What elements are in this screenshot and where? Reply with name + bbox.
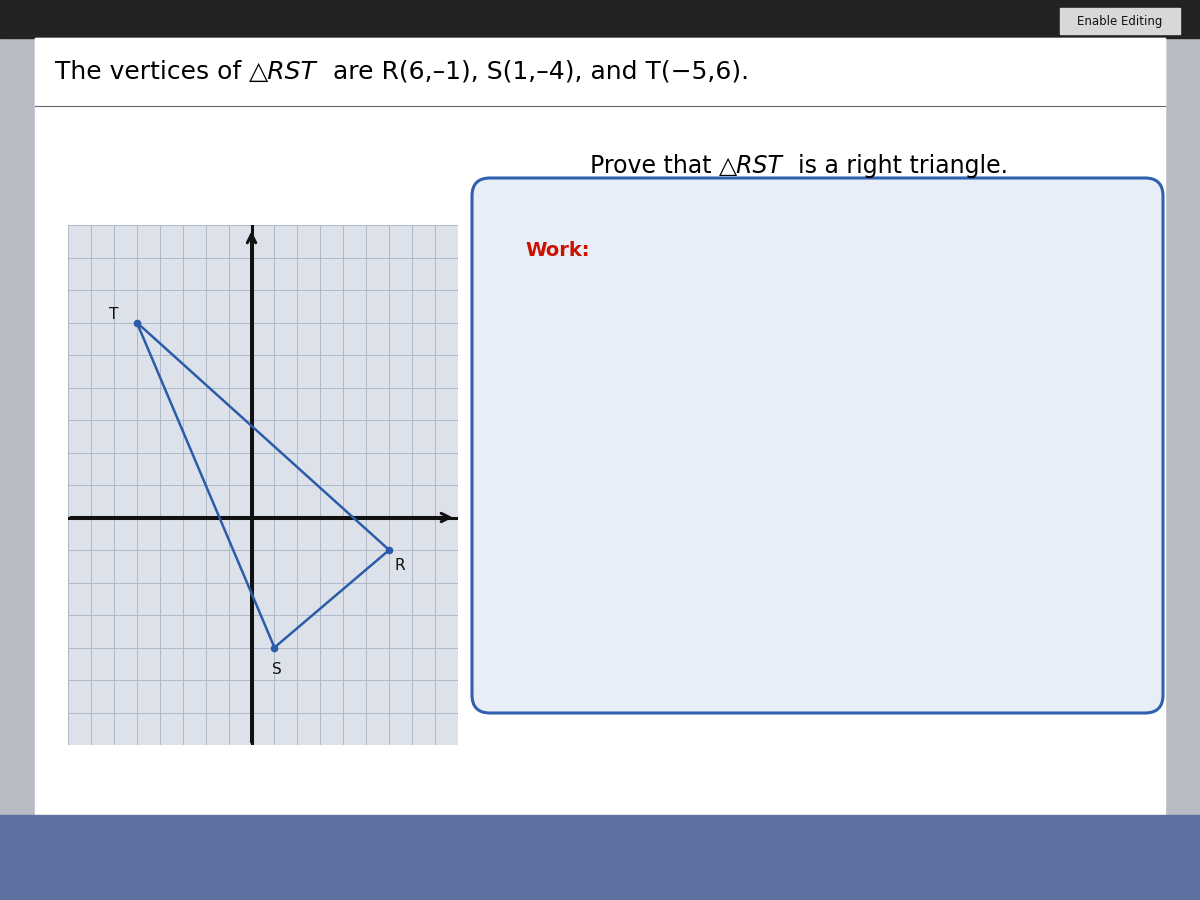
- Text: Work:: Work:: [526, 241, 589, 260]
- Bar: [0, 0, 1200, 38]
- Bar: [0, 815, 1200, 900]
- Text: Prove that: Prove that: [590, 154, 719, 178]
- Text: are R(6,–1), S(1,–4), and T(−5,6).: are R(6,–1), S(1,–4), and T(−5,6).: [317, 60, 749, 84]
- Text: The vertices of: The vertices of: [55, 60, 250, 84]
- Text: △RST: △RST: [250, 60, 317, 84]
- Text: Enable Editing: Enable Editing: [1078, 14, 1163, 28]
- Text: R: R: [395, 557, 406, 572]
- FancyBboxPatch shape: [472, 178, 1163, 713]
- Bar: [35, 38, 1165, 815]
- Bar: [1060, 8, 1180, 34]
- Bar: [35, 38, 1165, 106]
- Text: △RST: △RST: [719, 154, 784, 178]
- Text: T: T: [109, 307, 119, 322]
- Text: is a right triangle.: is a right triangle.: [784, 154, 1008, 178]
- Text: S: S: [272, 662, 282, 677]
